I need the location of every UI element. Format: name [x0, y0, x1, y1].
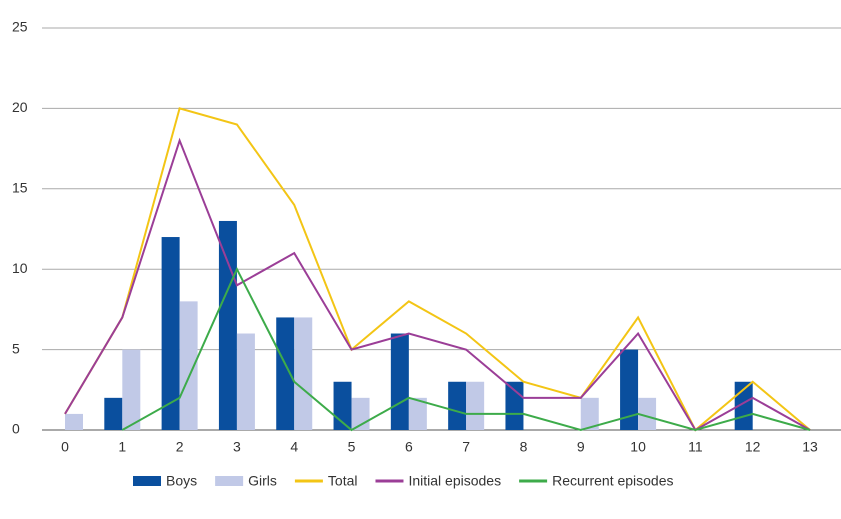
bar — [122, 349, 141, 430]
bar — [161, 237, 180, 430]
legend-label: Total — [328, 473, 358, 489]
y-tick-label: 10 — [12, 260, 28, 276]
legend-swatch — [215, 476, 244, 486]
bar — [408, 397, 427, 430]
bar — [179, 301, 198, 430]
x-tick-label: 8 — [520, 439, 528, 455]
bar — [218, 220, 237, 430]
bar — [390, 333, 409, 430]
x-tick-label: 1 — [118, 439, 126, 455]
x-tick-label: 13 — [802, 439, 818, 455]
bar — [466, 381, 485, 430]
x-tick-label: 0 — [61, 439, 69, 455]
line — [121, 266, 811, 432]
y-tick-label: 15 — [12, 180, 28, 196]
bar — [638, 397, 657, 430]
x-tick-label: 11 — [688, 439, 703, 455]
bar — [294, 317, 313, 430]
bar — [580, 397, 599, 430]
line — [64, 137, 811, 432]
x-tick-label: 5 — [348, 439, 356, 455]
legend-label: Initial episodes — [408, 473, 501, 489]
bar — [104, 397, 123, 430]
bar — [448, 381, 467, 430]
x-tick-label: 6 — [405, 439, 413, 455]
x-tick-label: 2 — [176, 439, 184, 455]
bar — [236, 333, 255, 430]
y-tick-label: 0 — [12, 421, 20, 437]
legend-swatch — [133, 476, 161, 486]
x-tick-label: 3 — [233, 439, 241, 455]
bar — [65, 413, 83, 430]
x-tick-label: 12 — [745, 439, 761, 455]
x-tick-label: 10 — [630, 439, 646, 455]
y-tick-label: 5 — [12, 340, 20, 356]
y-tick-label: 20 — [12, 99, 28, 115]
y-tick-label: 25 — [12, 19, 28, 35]
bar — [620, 349, 639, 430]
x-tick-label: 9 — [577, 439, 585, 455]
line — [64, 107, 811, 432]
x-tick-label: 7 — [462, 439, 470, 455]
legend-label: Boys — [166, 473, 197, 489]
x-tick-label: 4 — [290, 439, 298, 455]
legend-label: Recurrent episodes — [552, 473, 673, 489]
bar — [276, 317, 295, 430]
legend-label: Girls — [248, 473, 277, 489]
